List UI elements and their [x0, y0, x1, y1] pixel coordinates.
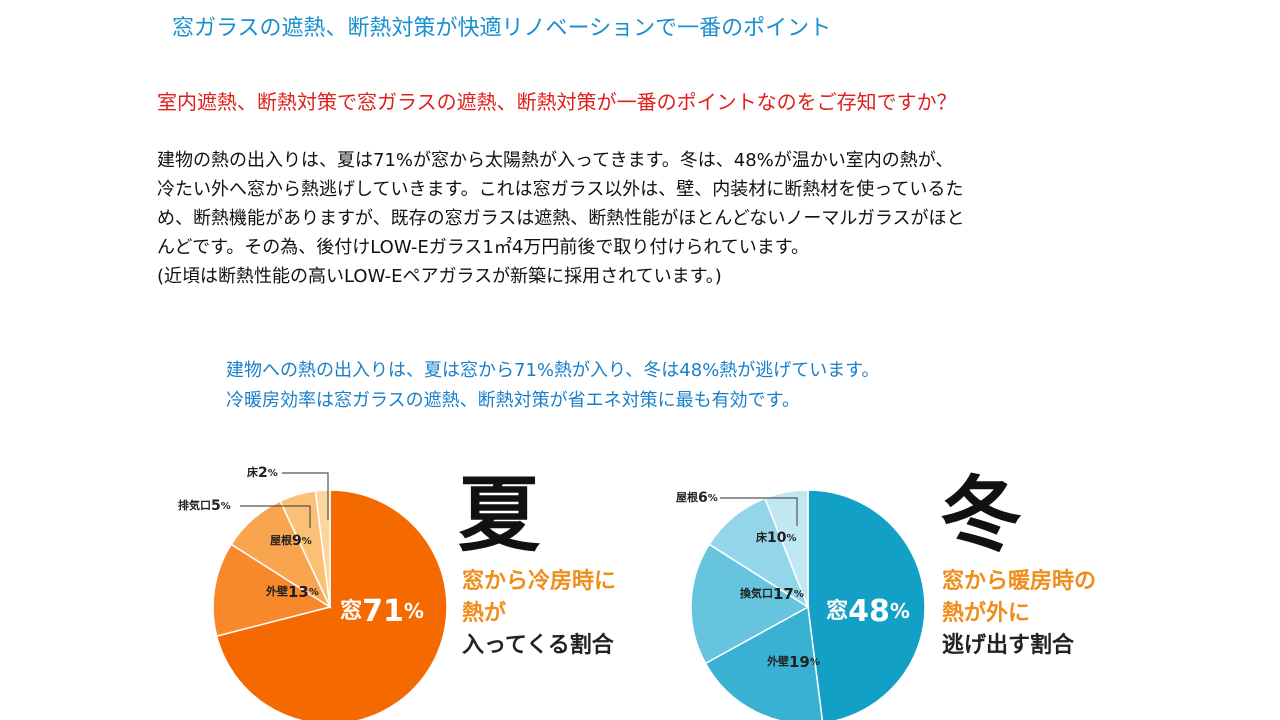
summary-text: 建物への熱の出入りは、夏は窓から71%熱が入り、冬は48%熱が逃げています。 冷…	[226, 356, 880, 416]
summary-line: 建物への熱の出入りは、夏は窓から71%熱が入り、冬は48%熱が逃げています。	[226, 360, 880, 381]
summer-description: 窓から冷房時に 熱が 入ってくる割合	[462, 566, 616, 662]
body-line: め、断熱機能がありますが、既存の窓ガラスは遮熱、断熱性能がほとんどないノーマルガ…	[157, 208, 965, 229]
page-title: 窓ガラスの遮熱、断熱対策が快適リノベーションで一番のポイント	[172, 16, 832, 41]
summary-line: 冷暖房効率は窓ガラスの遮熱、断熱対策が省エネ対策に最も有効です。	[226, 390, 800, 411]
summer-slice-other	[314, 489, 331, 608]
winter-slice-label: 屋根6%	[676, 490, 718, 506]
summer-season-label: 夏	[458, 467, 541, 563]
body-line: (近頃は断熱性能の高いLOW-Eペアガラスが新築に採用されています。)	[157, 266, 722, 287]
summer-main-slice-label: 窓71%	[340, 594, 424, 629]
winter-leader-line	[720, 497, 798, 526]
winter-desc-line: 窓から暖房時の	[942, 569, 1097, 594]
winter-slice-window	[807, 489, 926, 720]
body-line: 冷たい外へ窓から熱逃げしていきます。これは窓ガラス以外は、壁、内装材に断熱材を使…	[157, 179, 964, 200]
summer-desc-line: 窓から冷房時に	[462, 569, 617, 594]
summer-slice-other	[212, 543, 332, 638]
winter-desc-line: 逃げ出す割合	[942, 633, 1075, 658]
summer-leader-line	[240, 505, 311, 528]
winter-desc-line: 熱が外に	[942, 601, 1031, 626]
body-line: んどです。その為、後付けLOW-Eガラス1㎡4万円前後で取り付けられています。	[157, 237, 809, 258]
question-subtitle: 室内遮熱、断熱対策で窓ガラスの遮熱、断熱対策が一番のポイントなのをご存知ですか？	[157, 90, 957, 114]
winter-slice-label: 床10%	[756, 530, 797, 546]
winter-slice-other	[704, 605, 824, 720]
winter-main-slice-label: 窓48%	[826, 594, 910, 629]
summer-leader-line	[282, 472, 329, 520]
summer-slice-label: 排気口5%	[178, 498, 231, 514]
summer-slice-label: 屋根9%	[270, 533, 312, 549]
winter-season-label: 冬	[940, 467, 1023, 563]
winter-slice-other	[708, 497, 810, 609]
winter-description: 窓から暖房時の 熱が外に 逃げ出す割合	[942, 566, 1096, 662]
body-paragraph: 建物の熱の出入りは、夏は71%が窓から太陽熱が入ってきます。冬は、48%が温かい…	[157, 146, 1157, 291]
summer-desc-line: 熱が	[462, 601, 507, 626]
winter-slice-label: 外壁19%	[766, 653, 820, 671]
winter-slice-label: 換気口17%	[740, 585, 804, 603]
summer-slice-label: 床2%	[247, 465, 278, 481]
summer-pie-chart: 窓71% 外壁13% 屋根9% 排気口5% 床2%	[178, 465, 448, 720]
body-line: 建物の熱の出入りは、夏は71%が窓から太陽熱が入ってきます。冬は、48%が温かい…	[157, 150, 954, 171]
winter-pie-chart: 窓48% 外壁19% 換気口17% 床10% 屋根6%	[676, 489, 926, 720]
winter-slice-other	[690, 543, 810, 665]
summer-slice-label: 外壁13%	[265, 583, 319, 601]
summer-desc-line: 入ってくる割合	[462, 633, 614, 658]
summer-slice-window	[215, 489, 448, 720]
